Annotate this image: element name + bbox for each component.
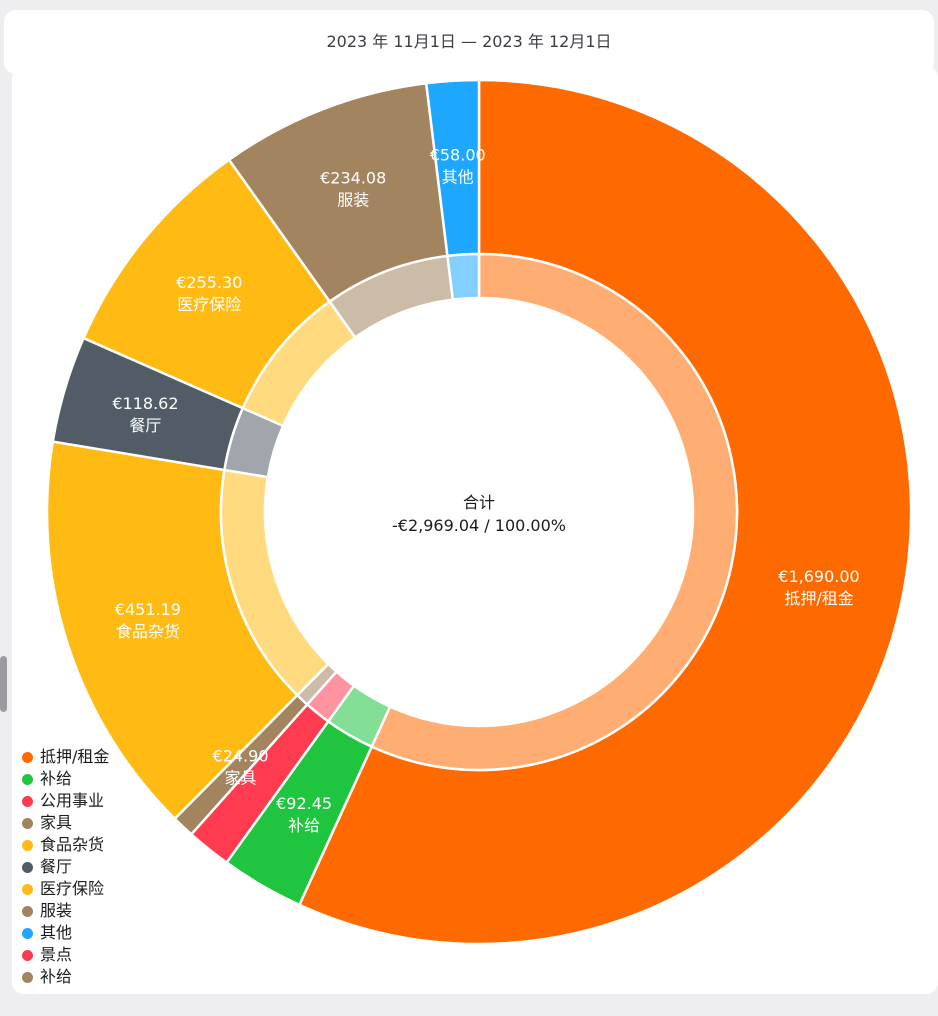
slice-8-category-label: 其他 bbox=[442, 168, 474, 187]
slice-7-category-label: 服装 bbox=[337, 191, 369, 210]
legend-swatch bbox=[22, 751, 33, 763]
legend-label: 景点 bbox=[40, 945, 73, 964]
slice-7-value-label: €234.08 bbox=[320, 169, 386, 188]
slice-6-value-label: €255.30 bbox=[176, 273, 242, 292]
center-total-label: 合计 bbox=[463, 493, 495, 512]
legend-item-1[interactable]: 补给 bbox=[22, 768, 109, 790]
legend-label: 医疗保险 bbox=[40, 879, 105, 898]
slice-4-category-label: 食品杂货 bbox=[116, 622, 180, 641]
legend-swatch bbox=[22, 949, 33, 961]
outer-ring bbox=[45, 78, 913, 946]
legend-swatch bbox=[22, 839, 33, 851]
legend-item-5[interactable]: 餐厅 bbox=[22, 856, 109, 878]
legend-swatch bbox=[22, 773, 33, 785]
legend-swatch bbox=[22, 817, 33, 829]
legend-swatch bbox=[22, 927, 33, 939]
legend-label: 补给 bbox=[40, 967, 73, 986]
slice-3-category-label: 家具 bbox=[225, 768, 257, 787]
center-hole bbox=[265, 298, 693, 726]
slice-8-value-label: €58.00 bbox=[430, 146, 486, 165]
legend-label: 家具 bbox=[40, 813, 73, 832]
legend-swatch bbox=[22, 905, 33, 917]
legend-swatch bbox=[22, 883, 33, 895]
legend-swatch bbox=[22, 861, 33, 873]
slice-1-category-label: 补给 bbox=[288, 816, 320, 835]
legend-item-7[interactable]: 服装 bbox=[22, 900, 109, 922]
slice-4-value-label: €451.19 bbox=[115, 600, 181, 619]
slice-labels: €1,690.00 抵押/租金 €92.45 补给 €24.90 家具 €451.19 食品杂… bbox=[112, 146, 859, 835]
legend-label: 公用事业 bbox=[40, 791, 105, 810]
slice-0-value-label: €1,690.00 bbox=[778, 567, 859, 586]
date-range-label: 2023 年 11月1日 — 2023 年 12月1日 bbox=[326, 32, 612, 51]
slice-0-category-label: 抵押/租金 bbox=[784, 589, 853, 608]
legend-item-3[interactable]: 家具 bbox=[22, 812, 109, 834]
slice-3-value-label: €24.90 bbox=[213, 746, 269, 765]
legend-item-9[interactable]: 景点 bbox=[22, 944, 109, 966]
legend-swatch bbox=[22, 795, 33, 807]
legend-label: 餐厅 bbox=[40, 857, 73, 876]
slice-5-value-label: €118.62 bbox=[112, 394, 178, 413]
legend-item-4[interactable]: 食品杂货 bbox=[22, 834, 109, 856]
slice-6-category-label: 医疗保险 bbox=[177, 295, 241, 314]
legend-label: 其他 bbox=[40, 923, 73, 942]
slice-8-inner[interactable] bbox=[446, 252, 481, 301]
legend-label: 补给 bbox=[40, 769, 73, 788]
legend-item-10[interactable]: 补给 bbox=[22, 966, 109, 988]
legend-item-6[interactable]: 医疗保险 bbox=[22, 878, 109, 900]
legend: 抵押/租金 补给 公用事业 家具 食品杂货 餐厅 医疗保险 服装 其他 景点 补给 bbox=[22, 746, 109, 988]
legend-swatch bbox=[22, 971, 33, 983]
legend-item-0[interactable]: 抵押/租金 bbox=[22, 746, 109, 768]
inner-ring bbox=[219, 252, 739, 772]
legend-label: 服装 bbox=[40, 901, 73, 920]
scroll-handle[interactable] bbox=[0, 656, 7, 712]
legend-item-2[interactable]: 公用事业 bbox=[22, 790, 109, 812]
slice-1-value-label: €92.45 bbox=[276, 794, 332, 813]
legend-label: 食品杂货 bbox=[40, 835, 105, 854]
legend-label: 抵押/租金 bbox=[40, 747, 110, 766]
center-total-value: -€2,969.04 / 100.00% bbox=[392, 516, 566, 535]
legend-item-8[interactable]: 其他 bbox=[22, 922, 109, 944]
slice-5-category-label: 餐厅 bbox=[129, 416, 161, 435]
date-range-header: 2023 年 11月1日 — 2023 年 12月1日 bbox=[4, 10, 934, 74]
